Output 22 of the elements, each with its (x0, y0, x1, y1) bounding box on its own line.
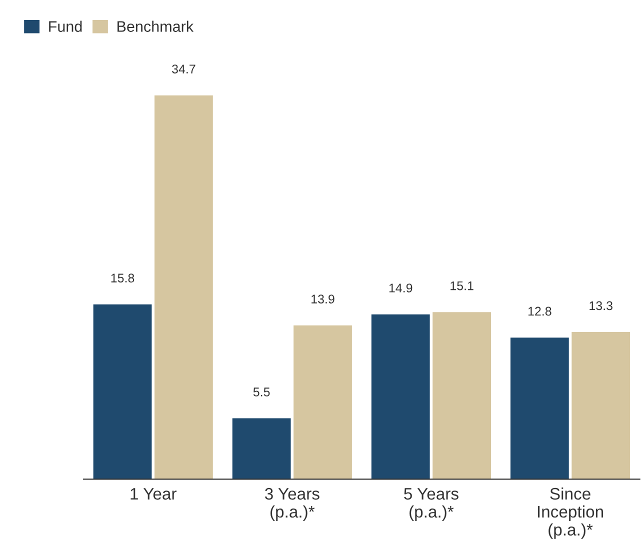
legend-label: Fund (49, 20, 82, 32)
data-label: 14.9 (389, 284, 412, 292)
bar (371, 314, 430, 480)
bar (510, 338, 569, 480)
data-label: 13.3 (590, 301, 612, 310)
data-label: 15.1 (450, 281, 474, 290)
bar (572, 332, 630, 480)
x-tick-label: Since Inception (p.a.)* (538, 487, 604, 539)
x-tick-label: 3 Years (p.a.)* (264, 488, 320, 521)
bar (232, 418, 291, 480)
legend-label: Benchmark (118, 20, 194, 32)
bar (432, 312, 492, 480)
x-tick-label: 5 Years (p.a.)* (404, 488, 458, 521)
data-label: 13.9 (312, 294, 334, 304)
data-label: 12.8 (528, 306, 552, 316)
bar (93, 304, 152, 480)
data-label: 34.7 (172, 64, 196, 74)
x-tick-label: 1 Year (130, 488, 176, 500)
data-label: 5.5 (253, 388, 270, 396)
bar (294, 325, 352, 480)
data-label: 15.8 (111, 274, 134, 282)
bar (154, 95, 213, 480)
